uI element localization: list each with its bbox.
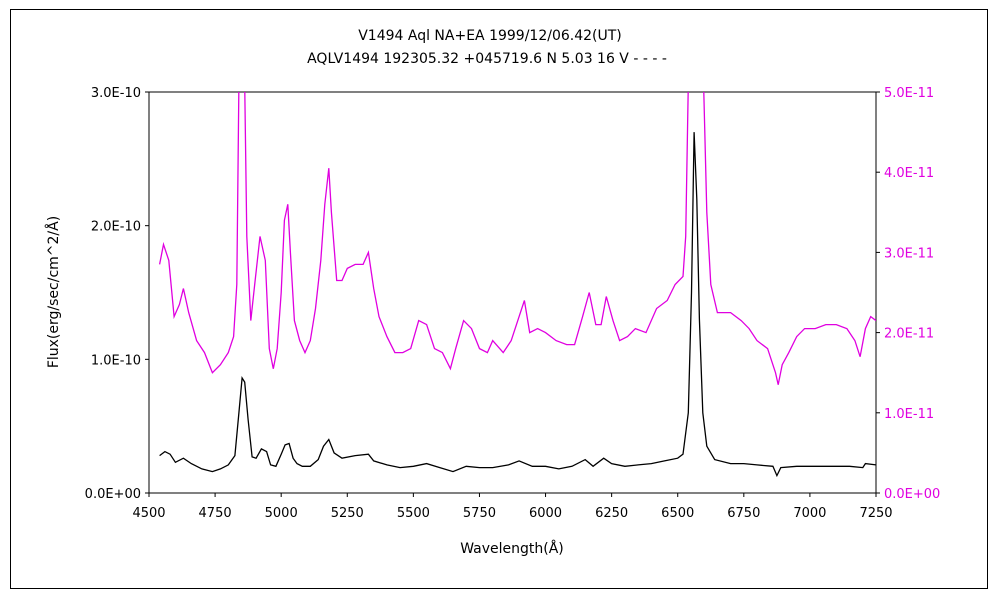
y-right-tick-label: 5.0E-11 <box>884 86 934 101</box>
plot-area <box>148 91 877 494</box>
series-line-secondary <box>158 92 876 385</box>
x-tick-label: 5250 <box>331 506 364 521</box>
y-right-tick-label: 2.0E-11 <box>884 327 934 342</box>
x-tick-label: 6750 <box>727 506 760 521</box>
x-tick-label: 5500 <box>397 506 430 521</box>
y-left-tick-label: 2.0E-10 <box>91 220 141 235</box>
x-axis: 4500 4750 5000 5250 5500 5750 6000 6250 6500 6750… <box>132 493 893 521</box>
y-left-tick-label: 3.0E-10 <box>91 86 141 101</box>
chart-subtitle: AQLV1494 192305.32 +045719.6 N 5.03 16 V… <box>307 51 667 67</box>
chart-title: V1494 Aql NA+EA 1999/12/06.42(UT) <box>358 28 622 44</box>
x-tick-label: 6500 <box>661 506 694 521</box>
x-tick-label: 7000 <box>793 506 826 521</box>
x-tick-label: 4500 <box>132 506 165 521</box>
y-axis-right: 0.0E+00 1.0E-11 2.0E-11 3.0E-11 4.0E-11 5.0E-… <box>876 86 940 502</box>
y-axis-label: Flux(erg/sec/cm^2/Å) <box>45 216 62 368</box>
y-right-tick-label: 1.0E-11 <box>884 407 934 422</box>
x-tick-label: 5750 <box>463 506 496 521</box>
y-axis-left: 0.0E+00 1.0E-10 2.0E-10 3.0E-10 <box>85 86 149 502</box>
series-group <box>158 92 876 478</box>
y-left-tick-label: 0.0E+00 <box>85 487 141 502</box>
x-tick-label: 7250 <box>859 506 892 521</box>
y-right-tick-label: 4.0E-11 <box>884 166 934 181</box>
x-tick-label: 5000 <box>265 506 298 521</box>
series-line-primary <box>159 132 876 478</box>
x-tick-label: 6000 <box>529 506 562 521</box>
y-left-tick-label: 1.0E-10 <box>91 353 141 368</box>
y-right-tick-label: 0.0E+00 <box>884 487 940 502</box>
x-tick-label: 4750 <box>199 506 232 521</box>
x-axis-label: Wavelength(Å) <box>460 540 564 557</box>
y-right-tick-label: 3.0E-11 <box>884 246 934 261</box>
chart-frame <box>10 9 988 589</box>
x-tick-label: 6250 <box>595 506 628 521</box>
